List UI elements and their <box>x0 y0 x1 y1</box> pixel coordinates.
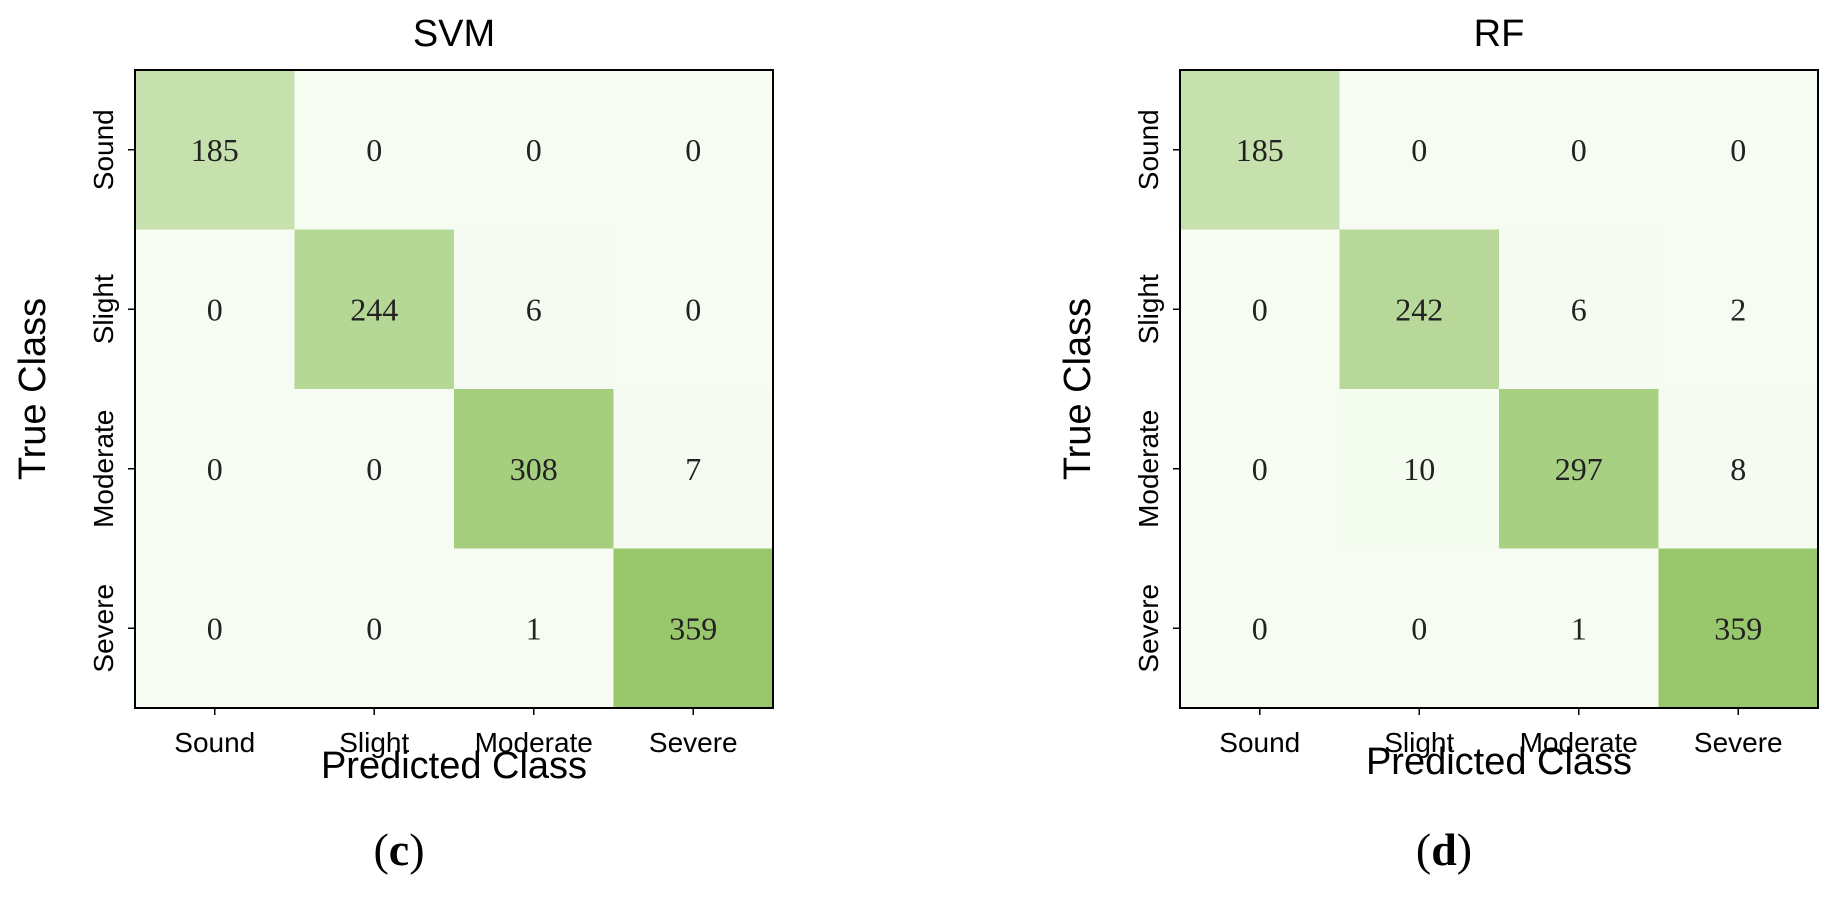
y-tick-label: Slight <box>1133 274 1164 344</box>
matrix-cell <box>1658 229 1819 390</box>
confusion-matrix-panel-d: 185 0 0 0 0 242 6 2 0 10 297 8 0 0 1 359 RF Sound Slight Mo… <box>1057 13 1819 875</box>
cell-value-label: 242 <box>1395 291 1443 327</box>
matrix-cell <box>1339 389 1500 549</box>
matrix-cell <box>613 229 774 390</box>
y-tick-label: Severe <box>1133 584 1164 673</box>
matrix-cell <box>1180 389 1340 549</box>
matrix-cell <box>1339 229 1500 390</box>
y-axis-label: True Class <box>1057 298 1099 480</box>
matrix-cell <box>135 229 295 390</box>
cell-value-label: 0 <box>1411 610 1427 646</box>
cell-value-label: 359 <box>669 610 717 646</box>
matrix-cell <box>294 389 455 549</box>
cell-value-label: 0 <box>207 451 223 487</box>
chart-title: RF <box>1474 13 1525 55</box>
matrix-cell <box>1658 389 1819 549</box>
matrix-cell <box>294 548 455 709</box>
panel-label: (c) <box>373 824 424 875</box>
y-tick-label: Sound <box>1133 109 1164 190</box>
cell-value-label: 6 <box>526 291 542 327</box>
cell-value-label: 2 <box>1730 291 1746 327</box>
cell-value-label: 0 <box>1252 291 1268 327</box>
matrix-cell <box>135 389 295 549</box>
matrix-cell <box>613 548 774 709</box>
y-tick-label: Severe <box>88 584 119 673</box>
y-tick-label: Slight <box>88 274 119 344</box>
plot-frame <box>1179 69 1819 709</box>
matrix-cell <box>1658 548 1819 709</box>
y-tick-label: Moderate <box>88 410 119 528</box>
cell-value-label: 0 <box>366 451 382 487</box>
panel-label: (d) <box>1416 824 1472 875</box>
matrix-cell <box>1499 229 1659 390</box>
matrix-cell <box>135 70 295 230</box>
matrix-cell <box>1658 70 1819 230</box>
cell-value-label: 1 <box>1571 610 1587 646</box>
cell-value-label: 10 <box>1403 451 1435 487</box>
x-tick-label: Sound <box>1219 727 1300 758</box>
x-axis-label: Predicted Class <box>1366 741 1632 783</box>
cell-value-label: 0 <box>1411 132 1427 168</box>
x-tick-label: Slight <box>1384 727 1454 758</box>
matrix-cell <box>1499 70 1659 230</box>
cell-value-label: 359 <box>1714 610 1762 646</box>
matrix-cell <box>454 389 614 549</box>
cell-value-label: 8 <box>1730 451 1746 487</box>
x-tick-label: Moderate <box>475 727 593 758</box>
cell-value-label: 1 <box>526 610 542 646</box>
panels: 185 0 0 0 0 244 6 0 0 0 308 7 0 0 1 359 SVM Sound Slight Mo… <box>12 13 1819 875</box>
matrix-cell <box>1339 548 1500 709</box>
cell-value-label: 0 <box>366 610 382 646</box>
cell-value-label: 185 <box>1236 132 1284 168</box>
matrix-cell <box>1499 548 1659 709</box>
matrix-cell <box>294 229 455 390</box>
matrix-cell <box>294 70 455 230</box>
cell-value-label: 6 <box>1571 291 1587 327</box>
matrix-cell <box>1180 548 1340 709</box>
x-tick-label: Slight <box>339 727 409 758</box>
confusion-matrix-panel-c: 185 0 0 0 0 244 6 0 0 0 308 7 0 0 1 359 SVM Sound Slight Mo… <box>12 13 774 875</box>
cell-value-label: 0 <box>1730 132 1746 168</box>
cell-value-label: 0 <box>1252 451 1268 487</box>
matrix-cell <box>1180 70 1340 230</box>
plot-frame <box>134 69 774 709</box>
cell-value-label: 308 <box>510 451 558 487</box>
y-tick-label: Sound <box>88 109 119 190</box>
cell-value-label: 0 <box>685 291 701 327</box>
matrix-cell <box>454 229 614 390</box>
cell-value-label: 0 <box>526 132 542 168</box>
matrix-cell <box>1499 389 1659 549</box>
matrix-cell <box>1339 70 1500 230</box>
x-axis-label: Predicted Class <box>321 745 587 787</box>
cell-value-label: 185 <box>191 132 239 168</box>
matrix-cell <box>454 70 614 230</box>
cell-value-label: 0 <box>1571 132 1587 168</box>
cell-value-label: 0 <box>366 132 382 168</box>
matrix-cell <box>613 389 774 549</box>
y-axis-label: True Class <box>12 298 54 480</box>
cell-value-label: 0 <box>207 610 223 646</box>
matrix-cell <box>613 70 774 230</box>
chart-title: SVM <box>413 13 495 55</box>
cell-value-label: 0 <box>1252 610 1268 646</box>
x-tick-label: Severe <box>649 727 738 758</box>
x-tick-label: Moderate <box>1520 727 1638 758</box>
matrix-cell <box>1180 229 1340 390</box>
y-tick-label: Moderate <box>1133 410 1164 528</box>
cell-value-label: 0 <box>685 132 701 168</box>
x-tick-label: Sound <box>174 727 255 758</box>
cell-value-label: 7 <box>685 451 701 487</box>
matrix-cell <box>135 548 295 709</box>
cell-value-label: 297 <box>1555 451 1603 487</box>
cell-value-label: 0 <box>207 291 223 327</box>
x-tick-label: Severe <box>1694 727 1783 758</box>
matrix-cell <box>454 548 614 709</box>
cell-value-label: 244 <box>350 291 398 327</box>
